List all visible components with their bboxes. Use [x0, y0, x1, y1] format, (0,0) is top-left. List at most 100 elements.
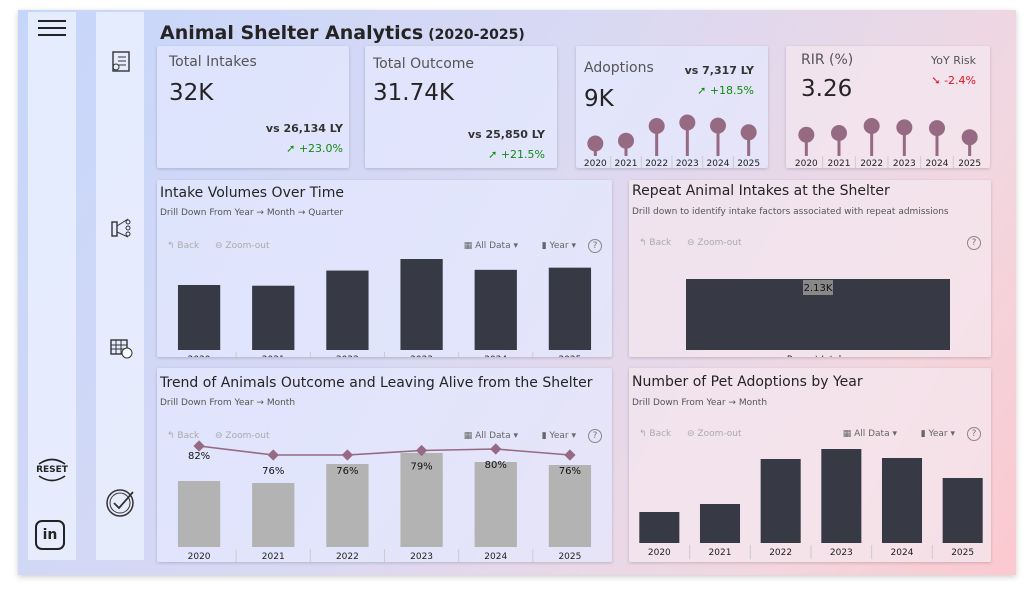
x-tick-label: Repeat Intake: [787, 355, 850, 357]
kpi-adoptions: Adoptions 9K vs 7,317 LY ➚ +18.5% 2020 20…: [576, 46, 768, 168]
data-label: 2.13K: [804, 283, 833, 294]
all-data-label: All Data: [475, 241, 511, 251]
x-tick-label: 2020: [188, 355, 211, 357]
bar: [548, 465, 592, 547]
title-years: (2020-2025): [428, 27, 525, 43]
all-data-label: All Data: [475, 431, 511, 441]
year-dropdown[interactable]: ▮ Year ▾: [921, 429, 955, 439]
reset-label: RESET: [36, 465, 68, 475]
hamburger-icon[interactable]: [36, 16, 68, 40]
line-marker: [341, 449, 354, 461]
x-tick-label: 2020: [188, 552, 211, 562]
adoptions-by-year-chart: Number of Pet Adoptions by Year Drill Dow…: [629, 368, 991, 562]
zoom-out-label: Zoom-out: [225, 241, 270, 251]
check-badge-icon[interactable]: [104, 485, 138, 519]
back-button[interactable]: ↰ Back: [167, 241, 199, 251]
all-data-dropdown[interactable]: ▦ All Data ▾: [464, 431, 518, 441]
line-data-label: 76%: [336, 466, 358, 477]
year-label: Year: [549, 241, 569, 251]
bar: [474, 462, 517, 547]
lollipop-dot: [896, 119, 913, 136]
funnel-icon[interactable]: [108, 215, 134, 241]
calendar-icon: ▦: [463, 241, 476, 251]
help-icon[interactable]: ?: [967, 427, 981, 441]
help-icon[interactable]: ?: [588, 429, 602, 443]
kpi-total-intakes: Total Intakes 32K vs 26,134 LY ➚ +23.0%: [157, 46, 349, 168]
bar: [177, 285, 221, 350]
zoom-out-label: Zoom-out: [225, 431, 270, 441]
chevron-down-icon: ▾: [510, 431, 518, 441]
zoom-out-button[interactable]: ⊖ Zoom-out: [687, 238, 742, 248]
year-dropdown[interactable]: ▮ Year ▾: [542, 241, 576, 251]
lollipop-dot: [710, 117, 726, 134]
back-label: Back: [177, 241, 200, 251]
x-tick-label: 2023: [830, 548, 853, 558]
linkedin-icon[interactable]: in: [35, 520, 65, 550]
x-tick-label: 2021: [615, 159, 638, 168]
chevron-down-icon: ▾: [947, 429, 955, 439]
bar-chart-icon: ▮: [541, 241, 550, 251]
line-marker: [490, 443, 502, 455]
zoom-out-button[interactable]: ⊖ Zoom-out: [687, 429, 742, 439]
x-tick-label: 2020: [584, 159, 607, 168]
kpi-rir: RIR (%) 3.26 YoY Risk ➘ -2.4% 2020 2021 20…: [786, 46, 990, 168]
line-data-label: 82%: [188, 451, 210, 462]
year-dropdown[interactable]: ▮ Year ▾: [542, 431, 576, 441]
bar: [639, 512, 680, 543]
chart-plot: Repeat Intake 2.13K: [686, 279, 950, 357]
back-label: Back: [649, 238, 672, 248]
help-icon[interactable]: ?: [967, 236, 981, 250]
clipboard-check-icon[interactable]: [108, 48, 134, 74]
arrow-up-right-icon: ➚: [697, 84, 710, 97]
lollipop-dot: [863, 118, 880, 134]
x-tick-label: 2024: [484, 355, 507, 357]
bar: [400, 259, 443, 350]
dashboard: RESET in Animal Shelter Analytics (2020-…: [18, 10, 1016, 575]
arrow-down-right-icon: ➘: [931, 74, 945, 87]
kpi-change: ➚ +18.5%: [697, 84, 754, 97]
lollipop-dot: [798, 126, 815, 143]
chart-title: Trend of Animals Outcome and Leaving Ali…: [160, 375, 593, 391]
rir-sparkline: 2020 2021 2022 2023 2024 2025: [795, 118, 981, 168]
zoom-out-button[interactable]: ⊖ Zoom-out: [215, 431, 270, 441]
back-button[interactable]: ↰ Back: [639, 429, 671, 439]
back-button[interactable]: ↰ Back: [167, 431, 199, 441]
kpi-title: Total Outcome: [373, 56, 475, 72]
x-tick-label: 2021: [262, 355, 285, 357]
x-tick-label: 2023: [410, 552, 433, 562]
bar: [252, 483, 295, 547]
chart-plot: 2020 2021 2022 2023 2024 2025 82% 76% 76% 79% 80% 7…: [177, 440, 592, 562]
calendar-clock-icon[interactable]: [108, 334, 134, 360]
zoom-out-icon: ⊖: [687, 429, 698, 439]
back-button[interactable]: ↰ Back: [639, 238, 671, 248]
x-tick-label: 2021: [262, 552, 285, 562]
arrow-up-right-icon: ➚: [286, 142, 299, 155]
reset-button[interactable]: RESET: [32, 450, 72, 490]
kpi-title: RIR (%): [801, 52, 854, 68]
kpi-change-value: +18.5%: [709, 84, 754, 97]
chart-title: Repeat Animal Intakes at the Shelter: [632, 183, 890, 199]
help-icon[interactable]: ?: [588, 239, 602, 253]
kpi-change: ➘ -2.4%: [931, 74, 976, 87]
leaving-alive-line: [198, 445, 570, 456]
line-marker: [267, 449, 279, 461]
x-tick-label: 2024: [707, 159, 730, 168]
zoom-out-button[interactable]: ⊖ Zoom-out: [215, 241, 270, 251]
year-label: Year: [549, 431, 569, 441]
back-icon: ↰: [167, 241, 178, 251]
kpi-value: 9K: [584, 86, 614, 112]
chevron-down-icon: ▾: [510, 241, 518, 251]
intake-volume-chart: Intake Volumes Over Time Drill Down From …: [157, 180, 612, 357]
chart-title: Number of Pet Adoptions by Year: [632, 374, 863, 390]
all-data-dropdown[interactable]: ▦ All Data ▾: [464, 241, 518, 251]
x-tick-label: 2021: [709, 548, 732, 558]
calendar-icon: ▦: [463, 431, 476, 441]
line-data-label: 76%: [559, 466, 581, 477]
kpi-value: 3.26: [801, 76, 853, 102]
title-text: Animal Shelter Analytics: [160, 22, 424, 44]
all-data-dropdown[interactable]: ▦ All Data ▾: [843, 429, 897, 439]
line-marker: [564, 449, 576, 461]
line-data-label: 79%: [410, 462, 432, 473]
data-label-bg: [803, 280, 833, 295]
kpi-total-outcome: Total Outcome 31.74K vs 25,850 LY ➚ +21.…: [365, 46, 557, 168]
